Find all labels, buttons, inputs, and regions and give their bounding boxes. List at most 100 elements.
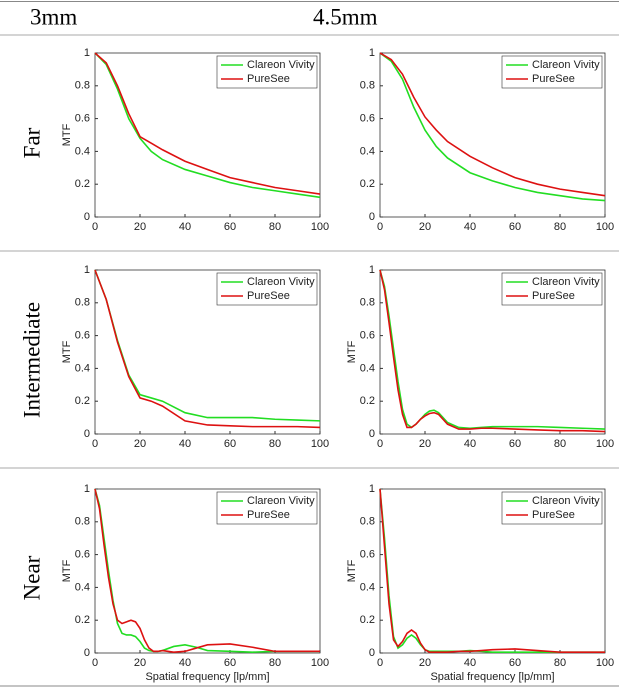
x-tick-label: 40 [179, 221, 191, 233]
x-tick-label: 0 [92, 221, 98, 233]
y-tick-label: 0.6 [360, 113, 375, 125]
legend-label: Clareon Vivity [532, 276, 600, 288]
x-tick-label: 20 [134, 438, 146, 450]
x-tick-label: 80 [554, 657, 566, 669]
x-tick-label: 80 [269, 221, 281, 233]
series-line [94, 488, 320, 653]
y-axis-label: MTF [346, 340, 358, 363]
y-tick-label: 0.2 [360, 614, 375, 626]
series-line [379, 269, 606, 433]
x-tick-label: 40 [464, 657, 476, 669]
y-tick-label: 0.2 [75, 614, 90, 626]
series-line [379, 488, 605, 653]
series-line [94, 52, 321, 195]
legend-box [501, 55, 603, 89]
y-tick-label: 0 [84, 428, 90, 440]
x-tick-label: 40 [179, 657, 191, 669]
x-tick-label: 40 [464, 438, 476, 450]
y-tick-label: 0.4 [360, 362, 375, 374]
legend-label: Clareon Vivity [532, 495, 600, 507]
legend-label: PureSee [247, 73, 290, 85]
series-line [379, 52, 606, 197]
x-tick-label: 40 [179, 438, 191, 450]
legend-box [216, 272, 318, 306]
y-tick-label: 0 [369, 647, 375, 659]
y-tick-label: 0.6 [360, 330, 375, 342]
y-tick-label: 0.2 [360, 395, 375, 407]
legend-label: PureSee [247, 290, 290, 302]
y-tick-label: 0 [84, 211, 90, 223]
y-tick-label: 1 [369, 264, 375, 276]
x-tick-label: 100 [596, 221, 614, 233]
x-tick-label: 100 [311, 657, 329, 669]
legend-label: Clareon Vivity [247, 59, 315, 71]
y-tick-label: 0.6 [360, 549, 375, 561]
x-tick-label: 60 [224, 438, 236, 450]
x-tick-label: 100 [311, 221, 329, 233]
y-axis-label: MTF [61, 559, 73, 582]
x-tick-label: 40 [464, 221, 476, 233]
x-tick-label: 0 [377, 438, 383, 450]
x-tick-label: 20 [419, 438, 431, 450]
x-tick-label: 60 [509, 221, 521, 233]
x-tick-label: 100 [311, 438, 329, 450]
y-tick-label: 0.6 [75, 549, 90, 561]
x-tick-label: 20 [419, 221, 431, 233]
y-axis-label: MTF [61, 340, 73, 363]
series-line [94, 269, 321, 429]
y-tick-label: 1 [369, 47, 375, 59]
x-tick-label: 100 [596, 438, 614, 450]
legend-label: PureSee [532, 73, 575, 85]
y-tick-label: 0.4 [75, 362, 90, 374]
x-tick-label: 20 [419, 657, 431, 669]
y-tick-label: 0.6 [75, 330, 90, 342]
y-tick-label: 0.8 [75, 516, 90, 528]
row-header: Near [19, 555, 44, 600]
x-tick-label: 80 [554, 221, 566, 233]
y-tick-label: 0 [369, 428, 375, 440]
legend-box [216, 491, 318, 525]
y-tick-label: 0.6 [75, 113, 90, 125]
legend-label: PureSee [532, 290, 575, 302]
column-header: 4.5mm [313, 4, 378, 29]
x-axis-label: Spatial frequency [lp/mm] [430, 671, 554, 683]
y-axis-label: MTF [61, 123, 73, 146]
series-line [379, 52, 606, 202]
y-tick-label: 1 [84, 264, 90, 276]
y-tick-label: 0.4 [360, 145, 375, 157]
x-tick-label: 0 [377, 657, 383, 669]
y-axis-label: MTF [346, 559, 358, 582]
legend-label: PureSee [247, 509, 290, 521]
legend-label: PureSee [532, 509, 575, 521]
y-tick-label: 0 [369, 211, 375, 223]
row-header: Intermediate [19, 302, 44, 418]
legend-box [501, 491, 603, 525]
x-tick-label: 80 [269, 438, 281, 450]
x-tick-label: 0 [92, 657, 98, 669]
y-tick-label: 0.2 [75, 395, 90, 407]
x-tick-label: 0 [377, 221, 383, 233]
legend-label: Clareon Vivity [247, 276, 315, 288]
x-tick-label: 0 [92, 438, 98, 450]
series-line [379, 269, 606, 430]
y-tick-label: 0.4 [360, 581, 375, 593]
y-tick-label: 1 [369, 483, 375, 495]
series-line [94, 52, 321, 199]
x-axis-label: Spatial frequency [lp/mm] [145, 671, 269, 683]
y-tick-label: 0.8 [360, 516, 375, 528]
x-tick-label: 20 [134, 221, 146, 233]
x-tick-label: 60 [509, 438, 521, 450]
y-tick-label: 0.8 [75, 297, 90, 309]
y-tick-label: 1 [84, 483, 90, 495]
y-tick-label: 0.2 [360, 178, 375, 190]
y-tick-label: 0.2 [75, 178, 90, 190]
y-tick-label: 0.8 [360, 297, 375, 309]
x-tick-label: 60 [224, 657, 236, 669]
y-tick-label: 0.4 [75, 145, 90, 157]
column-header: 3mm [30, 4, 77, 29]
y-tick-label: 0.8 [75, 80, 90, 92]
x-tick-label: 100 [596, 657, 614, 669]
x-tick-label: 20 [134, 657, 146, 669]
x-tick-label: 60 [224, 221, 236, 233]
